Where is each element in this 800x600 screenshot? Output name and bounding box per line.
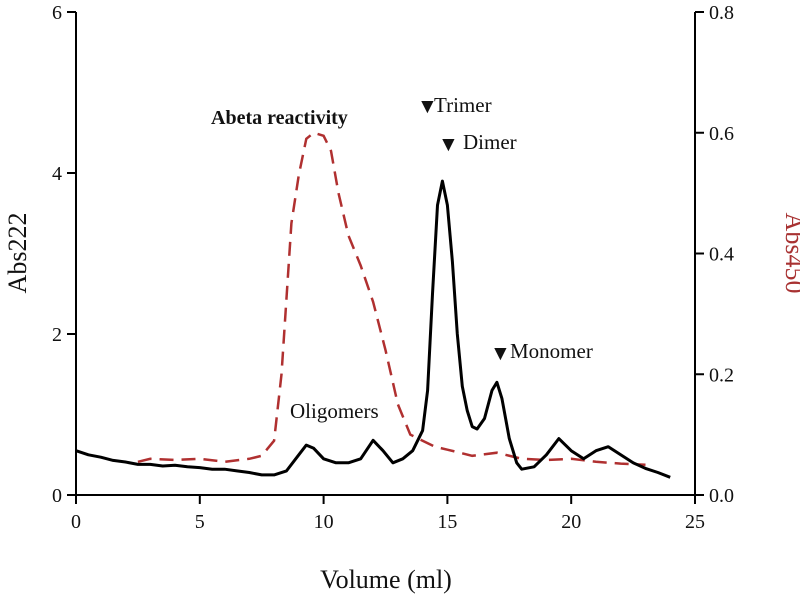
x-tick-label: 5 — [195, 511, 205, 533]
series-abs450-line — [137, 131, 646, 467]
tick-labels: 0 5 10 15 20 25 0 2 4 6 0.0 0.2 0.4 0.6 0.8 — [52, 2, 734, 533]
x-tick-label: 10 — [314, 511, 334, 533]
monomer-marker-icon: ▼ — [490, 341, 511, 365]
y-left-tick-label: 0 — [52, 485, 62, 507]
y-right-tick-label: 0.0 — [709, 485, 734, 507]
y-axis-right-title: Abs450 — [780, 213, 800, 294]
y-left-tick-label: 2 — [52, 324, 62, 346]
tick-marks — [67, 11, 704, 504]
y-right-tick-label: 0.2 — [709, 364, 734, 386]
y-left-tick-label: 6 — [52, 2, 62, 24]
annotation-trimer: Trimer — [434, 93, 492, 117]
dimer-marker-icon: ▼ — [438, 132, 459, 156]
y-right-tick-label: 0.4 — [709, 244, 734, 266]
x-axis-title: Volume (ml) — [320, 565, 452, 594]
x-tick-label: 25 — [685, 511, 705, 533]
x-tick-label: 15 — [437, 511, 457, 533]
y-axis-left-title: Abs222 — [3, 213, 32, 294]
y-right-tick-label: 0.6 — [709, 123, 734, 145]
annotation-monomer: Monomer — [510, 339, 593, 363]
annotation-abeta-reactivity: Abeta reactivity — [211, 107, 348, 129]
series-abs222-line — [75, 179, 671, 479]
y-left-tick-label: 4 — [52, 163, 62, 185]
trimer-marker-icon: ▼ — [417, 94, 438, 118]
y-right-tick-label: 0.8 — [709, 2, 734, 24]
annotation-dimer: Dimer — [463, 130, 517, 154]
x-tick-label: 0 — [71, 511, 81, 533]
x-tick-label: 20 — [561, 511, 581, 533]
annotation-oligomers: Oligomers — [290, 399, 379, 423]
